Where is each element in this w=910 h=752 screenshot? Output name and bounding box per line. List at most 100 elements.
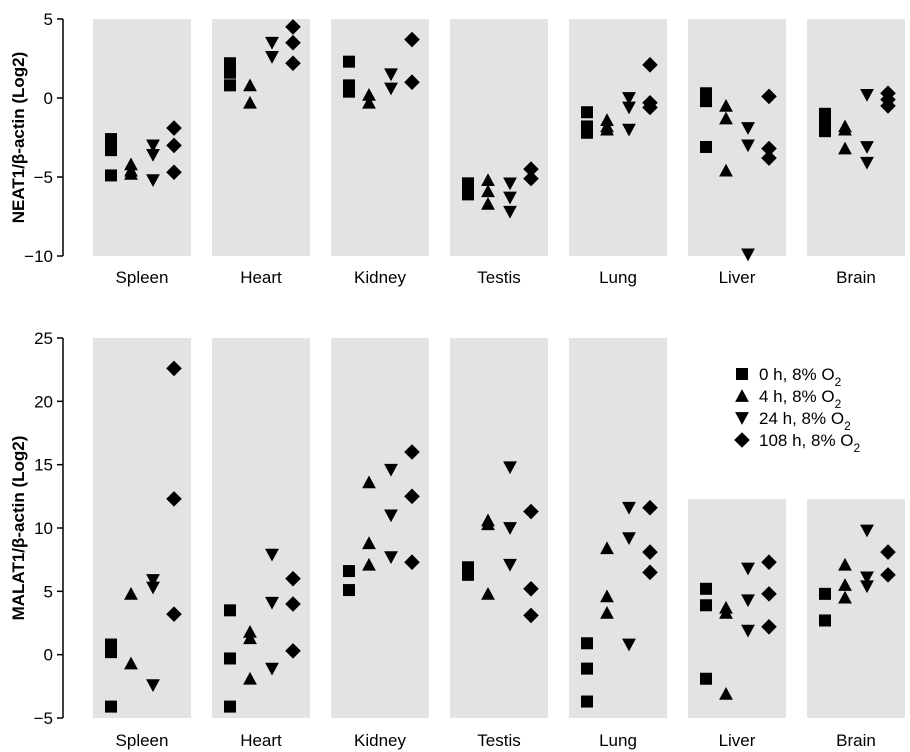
data-point-triangle-down [503,191,517,205]
data-point-triangle-down [384,463,398,477]
data-point-square [224,700,236,713]
data-point-triangle-down [622,101,636,115]
data-point-diamond [404,74,420,90]
data-point-diamond [404,31,420,48]
data-point-square [581,126,593,139]
data-point-triangle-down [384,509,398,523]
legend-label: 108 h, 8% O2 [759,431,861,455]
data-point-diamond [166,164,182,181]
data-point-diamond [404,488,420,505]
data-point-triangle-up [719,687,733,700]
data-point-square [462,188,474,201]
category-panel-kidney [331,19,429,256]
data-point-triangle-up [600,605,614,619]
data-point-diamond [523,607,539,624]
data-point-triangle-down [503,205,517,219]
data-point-triangle-down [146,574,160,587]
data-point-triangle-down [860,88,874,102]
data-point-diamond [642,99,658,116]
data-point-diamond [523,581,539,597]
y-tick-label: 10 [34,519,53,538]
legend-label: 24 h, 8% O2 [759,409,851,433]
data-point-square [343,55,355,68]
data-point-triangle-up [362,475,376,489]
legend-subscript: 2 [835,397,842,411]
data-point-triangle-down [860,156,874,170]
category-panel-liver [688,19,786,256]
category-label-heart: Heart [240,268,282,287]
data-point-diamond [761,88,777,105]
category-label-brain: Brain [836,268,876,287]
category-label-spleen: Spleen [116,731,169,750]
data-point-triangle-up [719,163,733,177]
data-point-square [105,646,117,659]
data-point-square [105,133,117,146]
y-axis-label: MALAT1/β-actin (Log2) [9,436,28,621]
legend-marker-triangle-down [735,412,749,425]
data-point-diamond [761,140,777,157]
data-point-diamond [166,120,182,136]
data-point-triangle-down [860,141,874,154]
data-point-triangle-down [265,596,279,610]
data-point-square [105,144,117,157]
data-point-diamond [523,170,539,187]
malat1-panel: −5 0 5 10 15 20 25 MALAT1/β-actin (Log2) Spleen H… [9,329,905,750]
y-axis-label: NEAT1/β-actin (Log2) [9,52,28,224]
data-point-triangle-down [146,139,160,153]
data-point-triangle-up [481,517,495,531]
y-tick-label: 5 [44,10,53,29]
y-tick-label: −5 [34,168,53,187]
y-tick-label: −5 [34,709,53,728]
data-point-triangle-down [265,51,279,64]
data-point-triangle-up [838,122,852,136]
data-point-triangle-up [124,656,138,670]
data-point-triangle-up [838,557,852,571]
category-label-lung: Lung [599,731,637,750]
y-tick-label: 20 [34,392,53,411]
data-point-diamond [642,564,658,581]
data-point-square [819,125,831,138]
data-point-triangle-up [600,541,614,555]
data-point-triangle-down [741,248,755,262]
data-point-triangle-up [362,95,376,109]
data-point-triangle-down [265,662,279,676]
data-point-triangle-up [481,196,495,210]
category-panel-kidney [331,338,429,718]
data-point-square [819,587,831,600]
data-point-triangle-down [265,36,279,50]
legend-label: 4 h, 8% O2 [759,387,842,411]
data-point-triangle-down [503,461,517,475]
category-label-liver: Liver [719,268,756,287]
data-point-triangle-up [362,557,376,571]
data-point-square [224,66,236,79]
data-point-triangle-up [243,78,257,92]
data-point-square [224,79,236,92]
data-point-diamond [166,360,182,377]
data-point-triangle-down [622,92,636,105]
legend-subscript: 2 [835,375,842,389]
category-label-lung: Lung [599,268,637,287]
data-point-square [700,599,712,612]
data-point-diamond [642,499,658,516]
category-panel-testis [450,338,548,718]
legend-label: 0 h, 8% O2 [759,365,842,389]
data-point-triangle-up [124,166,138,180]
data-point-triangle-down [503,522,517,535]
data-point-triangle-up [838,590,852,604]
data-point-square [700,95,712,108]
data-point-triangle-up [481,173,495,187]
data-point-diamond [404,554,420,570]
data-point-triangle-down [384,551,398,565]
data-point-square [581,637,593,650]
data-point-square [819,614,831,627]
data-point-triangle-down [860,571,874,585]
data-point-triangle-down [741,562,755,576]
data-point-diamond [404,444,420,460]
y-tick-label: 0 [44,89,53,108]
data-point-diamond [642,544,658,560]
data-point-triangle-down [741,624,755,638]
data-point-diamond [523,503,539,520]
data-point-triangle-up [243,671,257,685]
y-tick-label: 5 [44,582,53,601]
